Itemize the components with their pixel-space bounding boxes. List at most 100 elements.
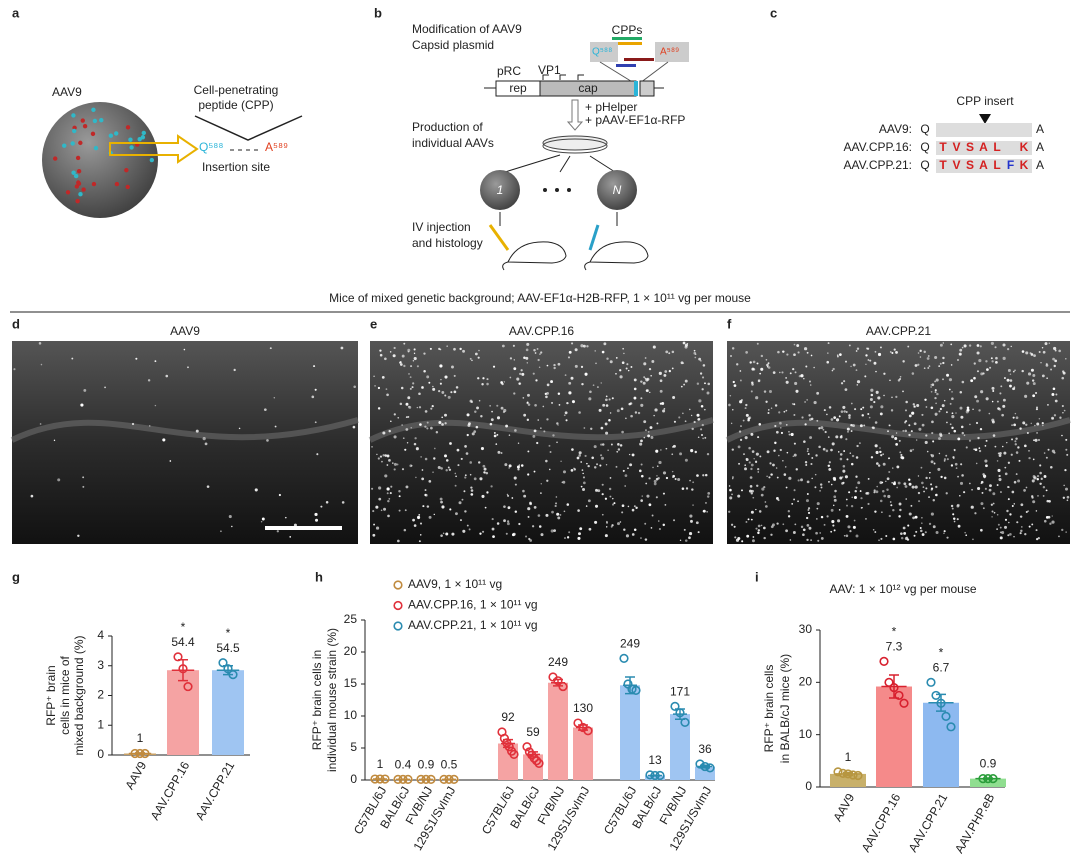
process-arrow (566, 99, 584, 131)
cell-signal (650, 374, 652, 377)
cell-signal (564, 411, 568, 415)
data-point (553, 676, 563, 686)
cell-signal (768, 390, 772, 394)
cell-signal (797, 351, 800, 354)
cell-signal (478, 349, 480, 352)
cell-signal (629, 463, 633, 467)
cell-signal (483, 471, 486, 474)
cell-signal (643, 376, 645, 378)
cell-signal (416, 365, 419, 368)
residue: A (1036, 140, 1044, 154)
cell-signal (886, 488, 889, 492)
cell-signal (595, 488, 598, 492)
cell-signal (1035, 538, 1039, 541)
x-tick-label: AAV.CPP.16 (148, 759, 193, 823)
cell-signal (1039, 464, 1042, 467)
cell-signal (883, 494, 886, 498)
cell-signal (977, 486, 981, 491)
cell-signal (913, 534, 916, 537)
cell-signal (564, 374, 567, 377)
cell-signal (968, 344, 972, 347)
cell-signal (556, 441, 558, 444)
capsid-dot (78, 140, 83, 146)
data-point (426, 774, 436, 784)
insertion-lines (194, 115, 303, 141)
cell-signal (904, 429, 908, 433)
cell-signal (533, 429, 537, 433)
panel-label: h (315, 569, 323, 584)
cell-signal (855, 350, 858, 352)
cell-signal (386, 464, 389, 466)
cell-signal (610, 525, 613, 528)
data-point (183, 681, 193, 692)
cell-signal (1010, 453, 1013, 456)
cell-signal (849, 530, 852, 533)
cell-signal (763, 526, 766, 530)
cell-signal (984, 487, 987, 490)
cell-signal (737, 445, 741, 449)
cell-signal (624, 485, 627, 487)
cell-signal (942, 342, 945, 344)
cell-signal (702, 437, 705, 440)
cell-signal (951, 507, 954, 510)
cell-signal (266, 439, 269, 442)
cell-signal (1014, 412, 1017, 415)
cell-signal (972, 538, 974, 541)
cell-signal (921, 481, 924, 485)
cell-signal (445, 469, 448, 472)
cell-signal (39, 423, 42, 425)
cell-signal (551, 401, 554, 404)
cell-signal (648, 503, 652, 507)
cell-signal (392, 354, 396, 358)
cell-signal (730, 422, 733, 425)
cell-signal (135, 357, 138, 360)
cell-signal (963, 344, 967, 348)
fold-change-label: 59 (526, 725, 540, 739)
cell-signal (587, 464, 590, 468)
cell-signal (418, 514, 421, 516)
cell-signal (824, 430, 827, 434)
cell-signal (923, 490, 925, 493)
cell-signal (758, 422, 762, 426)
cell-signal (382, 431, 386, 435)
cell-signal (573, 468, 577, 471)
cell-signal (314, 512, 318, 517)
cell-signal (700, 428, 703, 431)
cell-signal (704, 473, 708, 477)
cell-signal (511, 497, 514, 499)
y-tick-label: 20 (344, 644, 358, 658)
cell-signal (918, 427, 922, 431)
cell-signal (779, 448, 782, 452)
cell-signal (1001, 413, 1004, 417)
cell-signal (985, 439, 988, 442)
fold-change-label: 6.7 (933, 661, 950, 675)
cell-signal (582, 344, 586, 348)
cell-signal (1011, 424, 1013, 426)
cell-signal (684, 420, 687, 423)
cell-signal (596, 386, 599, 389)
cell-signal (703, 408, 706, 411)
cell-signal (1018, 459, 1021, 462)
cell-signal (621, 430, 624, 434)
cell-signal (764, 501, 767, 503)
x-tick-label: AAV9 (830, 791, 857, 824)
cell-signal (845, 534, 849, 538)
cell-signal (459, 347, 462, 351)
histology-image (727, 341, 1070, 544)
panel-label: c (770, 5, 777, 20)
cell-signal (948, 378, 953, 382)
cell-signal (990, 503, 993, 506)
cell-signal (688, 408, 691, 411)
cell-signal (907, 345, 910, 348)
cell-signal (594, 350, 596, 352)
capsid-dot (114, 181, 120, 187)
cell-signal (998, 477, 1002, 482)
cell-signal (848, 416, 851, 420)
cell-signal (752, 360, 756, 364)
zoom-line (639, 61, 669, 84)
capsid-dot (78, 191, 83, 197)
cell-signal (661, 402, 665, 405)
tissue-contour (10, 417, 359, 443)
cell-signal (461, 498, 464, 501)
